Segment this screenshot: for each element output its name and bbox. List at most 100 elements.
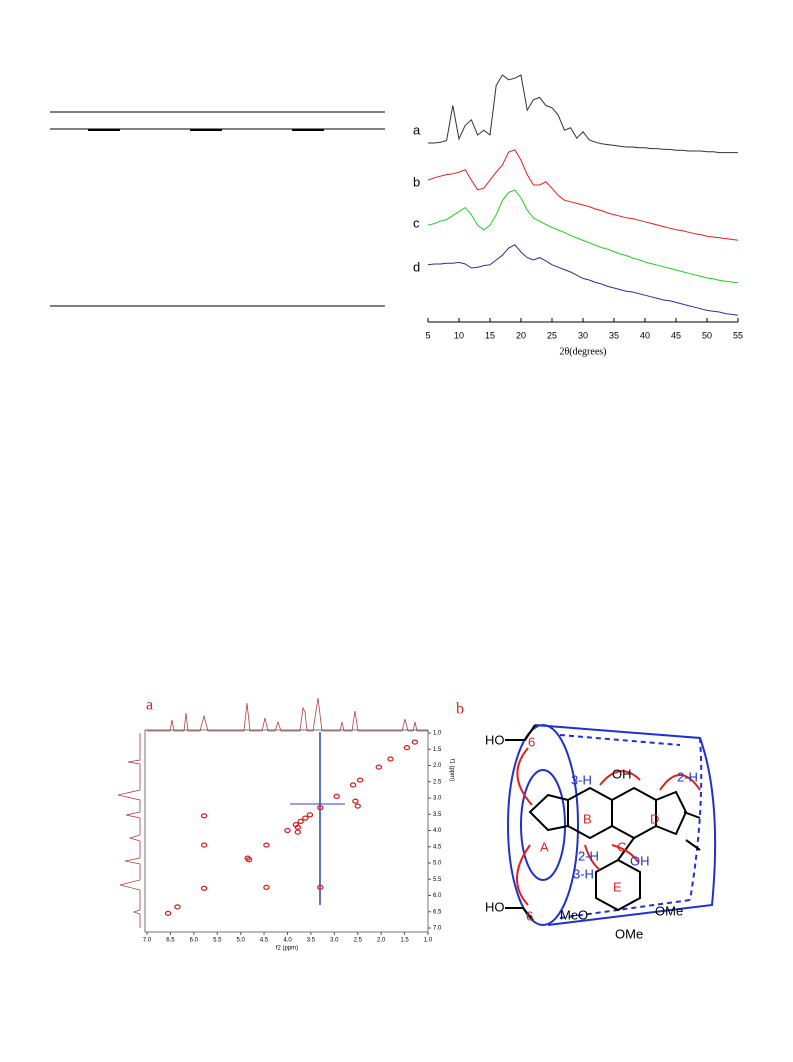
structure-diagram: b HO 6 3-H OH 2-H A B C D E 2-H OH 3-H HO 6 MeO OMe OMe xyxy=(456,701,717,941)
cross-peak xyxy=(284,827,291,834)
y-tick-label: 1.5 xyxy=(433,747,442,753)
y-tick-label: 1.0 xyxy=(433,731,442,737)
cross-peak xyxy=(294,829,302,835)
structure-label: OH xyxy=(630,853,650,868)
structure-label: OMe xyxy=(655,903,683,918)
x-tick-label: 2.0 xyxy=(377,938,386,944)
cross-peak xyxy=(174,904,181,910)
cross-peak xyxy=(317,884,324,891)
cross-peak xyxy=(294,824,302,830)
series-label: a xyxy=(413,122,421,137)
x-tick-label: 25 xyxy=(547,330,557,340)
cross-peak xyxy=(164,910,172,917)
cross-peak xyxy=(263,884,270,891)
xrd-trace xyxy=(427,149,739,241)
structure-label: A xyxy=(540,839,549,854)
cross-peak xyxy=(387,756,394,762)
cross-peak xyxy=(356,777,364,783)
x-tick-label: 4.5 xyxy=(260,938,269,944)
cross-peak xyxy=(263,842,270,848)
structure-label: 6 xyxy=(526,908,533,923)
series-label: d xyxy=(413,259,420,274)
molecule xyxy=(505,724,701,921)
x-tick-label: 4.0 xyxy=(283,938,292,944)
x-tick-label: 55 xyxy=(733,330,743,340)
x-tick-label: 45 xyxy=(671,330,681,340)
x-tick-label: 50 xyxy=(702,330,712,340)
nmr-chart: a f2 (ppm) f1 (ppm) 7.0 6.5 6.0 5.5 5.0 4.5 4.… xyxy=(117,697,454,952)
plot-frame xyxy=(144,729,429,933)
structure-label: B xyxy=(583,811,592,826)
structure-label: D xyxy=(650,811,659,826)
y-tick-label: 4.0 xyxy=(433,828,442,834)
x-axis-label: 2θ(degrees) xyxy=(560,346,607,357)
cross-peak xyxy=(200,885,208,891)
xrd-trace xyxy=(427,189,739,284)
structure-label: 2-H xyxy=(677,769,698,784)
structure-label: 3-H xyxy=(573,866,594,881)
structure-label: HO xyxy=(485,732,505,747)
cross-peak xyxy=(349,782,357,788)
projection-f1 xyxy=(117,733,141,928)
y-tick-label: 3.5 xyxy=(433,812,442,818)
y-tick-label: 3.0 xyxy=(433,796,442,802)
y-tick-label: 2.0 xyxy=(433,763,442,769)
x-tick-label: 35 xyxy=(609,330,619,340)
cross-peak xyxy=(354,803,361,809)
y-tick-label: 6.0 xyxy=(433,893,442,899)
cross-peak xyxy=(411,739,419,745)
x-tick-label: 10 xyxy=(454,330,464,340)
x-tick-label: 20 xyxy=(516,330,526,340)
structure-label: C xyxy=(617,839,626,854)
cross-peak xyxy=(302,815,309,821)
cross-peak xyxy=(375,764,383,770)
x-tick-label: 40 xyxy=(640,330,650,340)
x-tick-label: 5 xyxy=(425,330,430,340)
x-tick-label: 6.5 xyxy=(166,938,175,944)
x-axis-label: f2 (ppm) xyxy=(276,946,298,952)
y-tick-label: 4.5 xyxy=(433,844,442,850)
cross-peak xyxy=(403,744,411,751)
x-tick-label: 1.5 xyxy=(400,938,409,944)
structure-label: HO xyxy=(485,899,505,914)
cross-peak xyxy=(306,812,314,818)
x-tick-label: 6.0 xyxy=(190,938,199,944)
noe-arrows xyxy=(516,747,701,906)
y-axis-label: f1 (ppm) xyxy=(448,759,454,781)
projection-f2 xyxy=(147,697,428,732)
panel-label: b xyxy=(456,701,464,718)
structure-label: 3-H xyxy=(571,772,592,787)
y-tick-label: 2.5 xyxy=(433,779,442,785)
cross-peak xyxy=(200,842,208,848)
x-tick-label: 15 xyxy=(485,330,495,340)
x-tick-label: 7.0 xyxy=(143,938,152,944)
x-tick-label: 3.5 xyxy=(307,938,316,944)
xrd-trace xyxy=(427,244,739,316)
cross-peak xyxy=(245,857,253,863)
structure-label: 6 xyxy=(528,734,535,749)
structure-label: E xyxy=(613,879,622,894)
series-label: b xyxy=(413,174,420,189)
structure-label: OMe xyxy=(615,926,643,941)
x-tick-label: 5.0 xyxy=(236,938,245,944)
y-tick-label: 6.5 xyxy=(433,909,442,915)
structure-label: OH xyxy=(612,766,632,781)
x-tick-label: 2.5 xyxy=(354,938,363,944)
xrd-trace xyxy=(428,74,738,154)
cross-peak xyxy=(297,818,304,825)
panel-label: a xyxy=(146,697,153,714)
series-label: c xyxy=(413,215,420,230)
x-tick-label: 1.0 xyxy=(424,938,433,944)
table-rules xyxy=(50,111,385,307)
structure-label: 2-H xyxy=(578,848,599,863)
x-tick-label: 3.0 xyxy=(330,938,339,944)
x-tick-label: 5.5 xyxy=(213,938,222,944)
cross-peak xyxy=(200,813,208,819)
x-tick-label: 30 xyxy=(578,330,588,340)
structure-label: MeO xyxy=(560,907,588,922)
y-tick-label: 7.0 xyxy=(433,926,442,932)
y-tick-label: 5.5 xyxy=(433,877,442,883)
xrd-chart: 2θ(degrees) 5 10 15 20 25 30 35 40 45 50 55 a b c d xyxy=(413,74,743,357)
cross-peak xyxy=(333,793,340,800)
